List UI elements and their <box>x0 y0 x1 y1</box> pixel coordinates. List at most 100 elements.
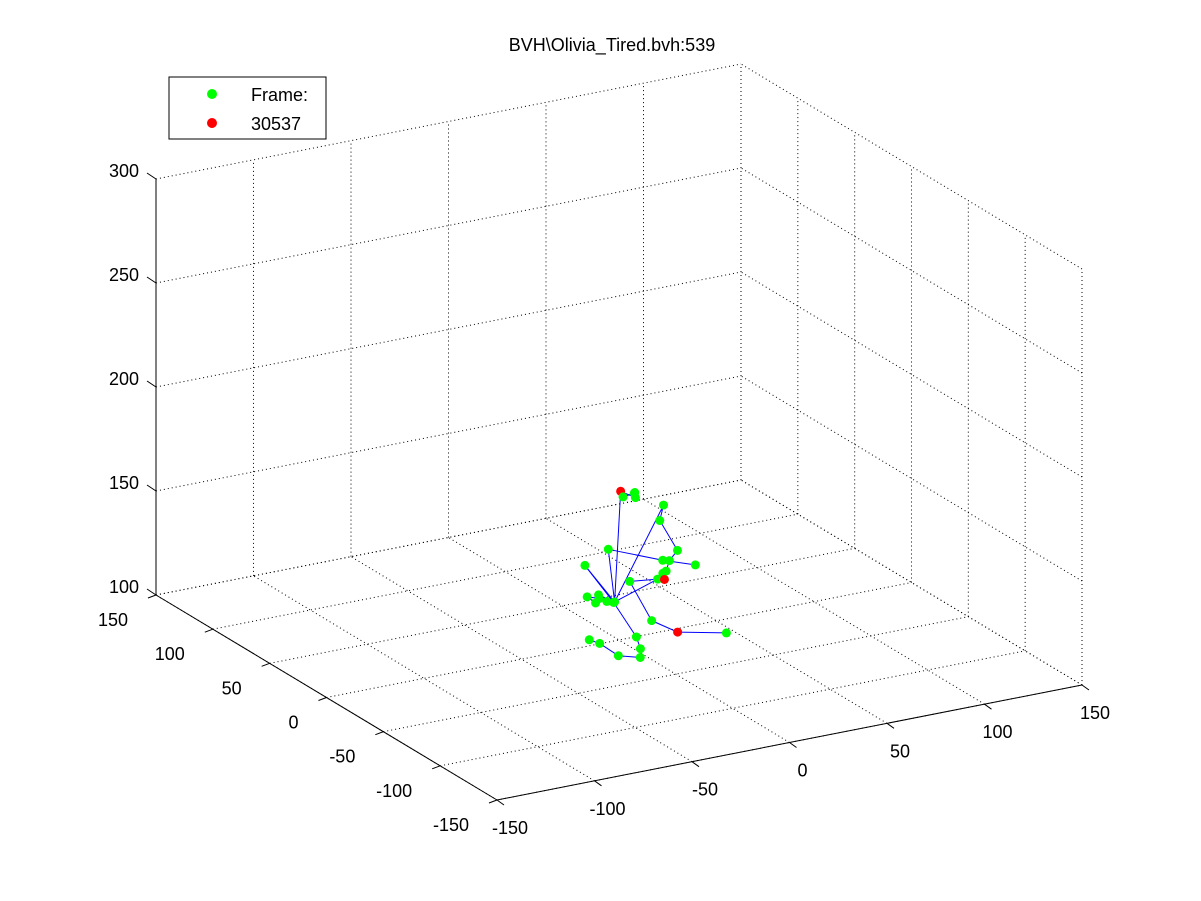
joint-marker-green <box>582 592 592 602</box>
tick-label-layer: -150 -100 -50 0 50 100 150 -150 -100 -50 0 50 100 150… <box>98 161 1110 838</box>
joint-marker-green <box>631 632 641 642</box>
legend-label-frame-number: 30537 <box>251 114 301 134</box>
x-tick-label: -100 <box>589 799 625 819</box>
skeleton-bone <box>614 578 658 603</box>
joint-marker-green <box>609 597 619 607</box>
skeleton-bone <box>608 548 663 561</box>
skeleton-bone <box>677 631 727 634</box>
x-tick-label: 0 <box>797 761 807 781</box>
joint-marker-green <box>629 488 639 498</box>
x-tick-label: 100 <box>982 722 1012 742</box>
joint-marker-green <box>618 492 628 502</box>
x-axis-tick <box>691 761 700 768</box>
y-axis-tick <box>318 697 327 701</box>
z-tick-label: 250 <box>109 265 139 285</box>
y-axis-tick <box>147 594 157 599</box>
y-tick-label: 100 <box>155 644 185 664</box>
grid-line-backwall-z <box>155 479 742 596</box>
grid-line-floor-x <box>253 575 595 782</box>
y-axis-tick <box>261 662 270 667</box>
axes-layer <box>146 172 1090 806</box>
y-axis-tick <box>488 799 498 804</box>
legend-marker-frame <box>207 89 217 99</box>
grid-line-floor-x <box>545 517 888 724</box>
skeleton-bone <box>651 620 678 633</box>
joint-marker-green <box>602 596 612 606</box>
grid-line-floor-x <box>448 537 790 743</box>
skeleton-bone <box>613 602 637 638</box>
x-axis-tick <box>984 703 992 710</box>
x-tick-label: -50 <box>692 780 718 800</box>
grid-line-backwall-z <box>155 167 742 284</box>
joint-marker-green <box>625 576 635 586</box>
y-tick-label: -100 <box>376 781 412 801</box>
joint-marker-green <box>721 628 731 638</box>
z-axis-tick <box>146 172 157 180</box>
joint-marker-green <box>595 638 605 648</box>
joint-marker-green <box>690 560 700 570</box>
joint-marker-green <box>664 556 674 566</box>
joint-marker-green <box>647 616 657 626</box>
legend-box <box>168 76 327 140</box>
z-tick-label: 150 <box>109 473 139 493</box>
joint-marker-green <box>584 635 594 645</box>
joint-marker-green <box>635 644 645 654</box>
skeleton-bone <box>659 520 678 551</box>
joint-marker-green <box>659 500 669 510</box>
y-axis-tick <box>431 765 441 770</box>
grid-line-backwall-z <box>155 63 742 180</box>
x-axis-tick <box>886 722 895 729</box>
grid-layer <box>155 63 1083 801</box>
x-tick-label: 50 <box>890 741 910 761</box>
y-tick-label: 0 <box>288 713 298 733</box>
z-axis-tick <box>146 484 157 492</box>
z-axis-tick <box>146 276 157 284</box>
grid-line-backwall-z <box>155 271 742 388</box>
y-tick-label: 150 <box>98 610 128 630</box>
grid-line-floor-y <box>326 582 912 698</box>
grid-line-floor-y <box>440 650 1026 767</box>
skeleton-bone <box>629 578 658 582</box>
joint-marker-green <box>653 574 663 584</box>
joint-marker-green <box>635 652 645 662</box>
joint-marker-green <box>594 590 604 600</box>
joint-marker-red <box>659 574 669 584</box>
skeleton-bone <box>629 581 653 621</box>
joint-marker-green <box>658 555 668 565</box>
x-tick-label: 150 <box>1080 703 1110 723</box>
grid-line-floor-y <box>269 547 855 664</box>
y-tick-label: 50 <box>222 678 242 698</box>
joint-marker-green <box>655 516 665 526</box>
x-axis-tick <box>496 799 505 806</box>
joint-marker-green <box>672 545 682 555</box>
chart-title: BVH\Olivia_Tired.bvh:539 <box>509 35 715 56</box>
z-axis-tick <box>146 380 157 388</box>
y-axis-tick <box>204 628 214 633</box>
z-tick-label: 100 <box>109 577 139 597</box>
grid-line-backwall-z <box>155 375 742 492</box>
joint-marker-red <box>673 627 683 637</box>
x-tick-label: -150 <box>492 818 528 838</box>
grid-line-floor-y <box>212 513 798 630</box>
x-axis-tick <box>1081 684 1090 691</box>
joint-marker-green <box>580 560 590 570</box>
legend-label-frame: Frame: <box>251 85 308 105</box>
z-tick-label: 200 <box>109 369 139 389</box>
joint-marker-green <box>613 651 623 661</box>
grid-line-floor-y <box>383 616 969 733</box>
skeleton-joints <box>580 486 731 662</box>
y-tick-label: -150 <box>433 815 469 835</box>
skeleton-bones <box>584 490 727 658</box>
joint-marker-green <box>591 598 601 608</box>
skeleton-bone <box>584 565 615 603</box>
x-axis-tick <box>594 780 602 787</box>
y-axis-tick <box>375 731 384 736</box>
y-tick-label: -50 <box>329 747 355 767</box>
legend: Frame: 30537 <box>168 76 327 140</box>
z-tick-label: 300 <box>109 161 139 181</box>
joint-marker-green <box>603 544 613 554</box>
skeleton-bone <box>614 491 622 603</box>
z-axis-tick <box>146 588 157 596</box>
x-axis-tick <box>789 742 797 748</box>
